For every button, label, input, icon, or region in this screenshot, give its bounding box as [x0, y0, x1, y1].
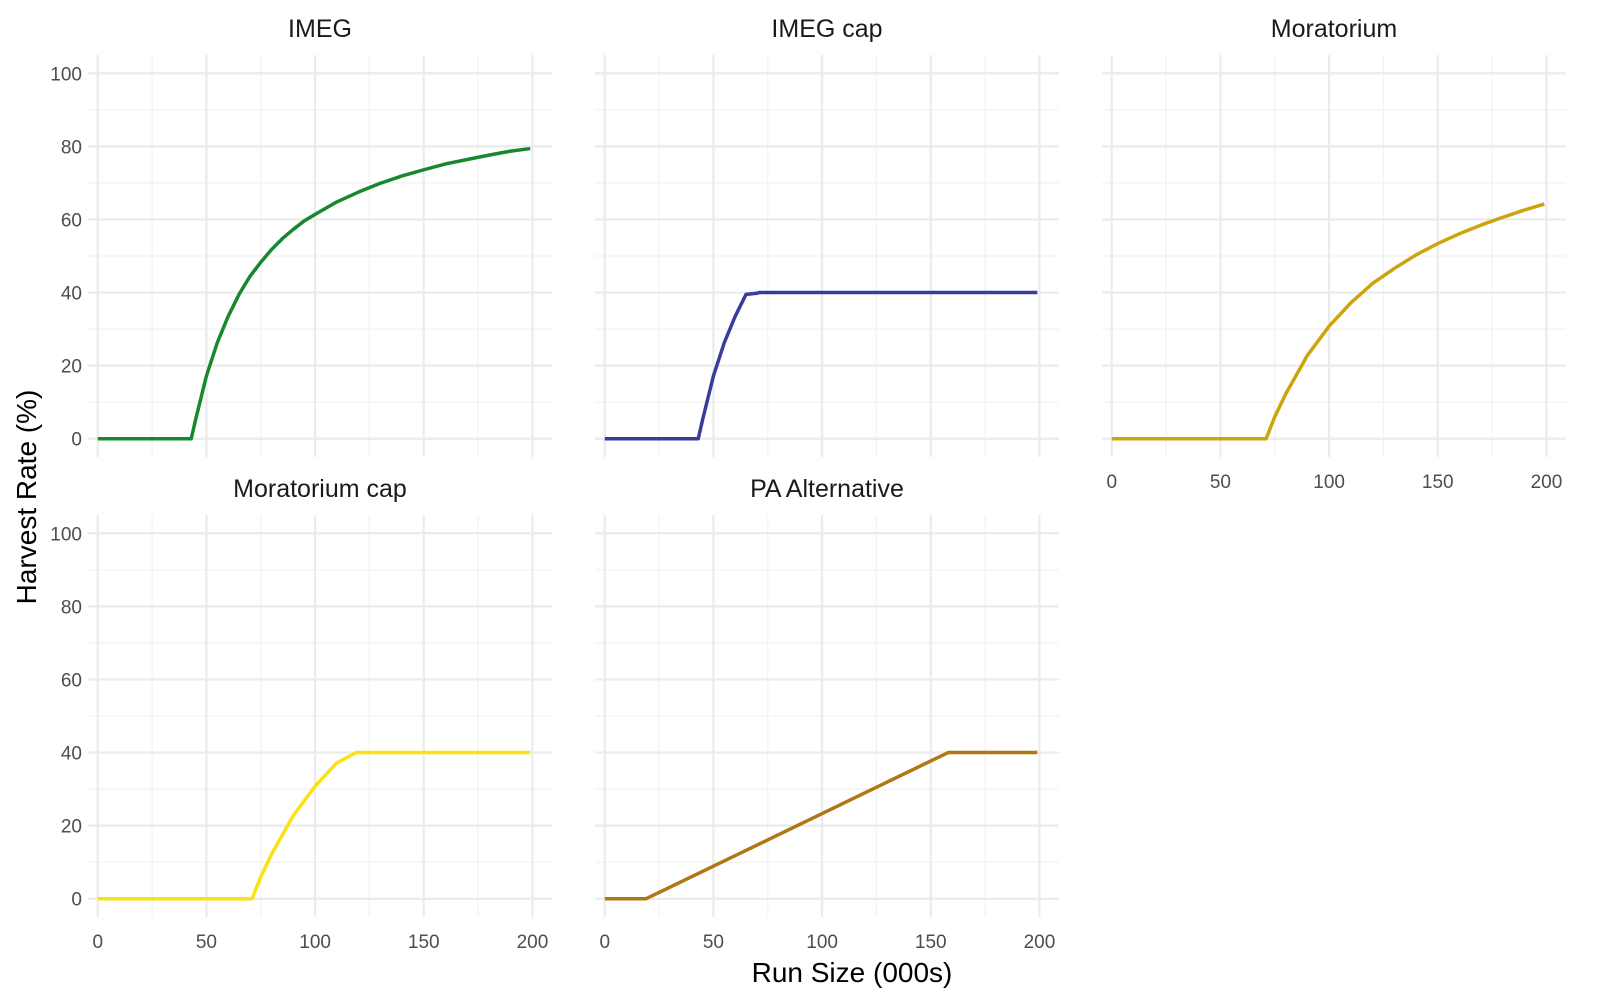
- panel-title: Moratorium cap: [233, 475, 407, 503]
- x-tick-label: 100: [299, 932, 331, 953]
- x-tick-label: 0: [1106, 472, 1117, 493]
- x-tick-label: 200: [1531, 472, 1563, 493]
- x-axis-title: Run Size (000s): [752, 957, 953, 988]
- x-tick-label: 100: [806, 932, 838, 953]
- y-tick-label: 20: [61, 817, 82, 838]
- panel-title: IMEG: [288, 15, 352, 43]
- x-tick-label: 50: [196, 932, 217, 953]
- x-tick-label: 200: [1024, 932, 1056, 953]
- x-tick-label: 0: [599, 932, 610, 953]
- panel-title: Moratorium: [1271, 15, 1397, 43]
- series-line: [97, 146, 531, 441]
- panel-imeg: IMEG 0 20 40 60 80 100: [50, 15, 552, 457]
- panel-imeg-cap: IMEG cap: [595, 15, 1059, 457]
- y-tick-label: 80: [61, 137, 82, 158]
- series-line: [604, 750, 1038, 901]
- x-tick-label: 50: [703, 932, 724, 953]
- y-tick-label: 100: [50, 524, 82, 545]
- y-tick-label: 0: [71, 430, 82, 451]
- panel-moratorium-cap: Moratorium cap 0 20 40 60 80 100 0 50 100 150 200: [50, 475, 552, 953]
- panel-title: PA Alternative: [750, 475, 904, 503]
- panel-moratorium: Moratorium 0 50 100 150 200: [1102, 15, 1566, 493]
- series-line: [604, 290, 1038, 441]
- y-tick-label: 40: [61, 284, 82, 305]
- series-line: [97, 750, 531, 901]
- y-tick-label: 100: [50, 64, 82, 85]
- panel-pa-alternative: PA Alternative 0 50 100 150 200: [595, 475, 1059, 953]
- series-line: [1111, 202, 1545, 441]
- x-tick-label: 150: [408, 932, 440, 953]
- x-tick-label: 0: [92, 932, 103, 953]
- x-tick-label: 50: [1210, 472, 1231, 493]
- panel-title: IMEG cap: [771, 15, 882, 43]
- y-tick-label: 20: [61, 357, 82, 378]
- x-tick-label: 150: [915, 932, 947, 953]
- y-tick-label: 80: [61, 597, 82, 618]
- x-tick-label: 150: [1422, 472, 1454, 493]
- x-tick-label: 200: [517, 932, 549, 953]
- y-tick-label: 40: [61, 744, 82, 765]
- x-tick-label: 100: [1313, 472, 1345, 493]
- y-tick-label: 60: [61, 210, 82, 231]
- y-tick-label: 0: [71, 890, 82, 911]
- y-tick-label: 60: [61, 670, 82, 691]
- y-axis-title: Harvest Rate (%): [11, 390, 42, 605]
